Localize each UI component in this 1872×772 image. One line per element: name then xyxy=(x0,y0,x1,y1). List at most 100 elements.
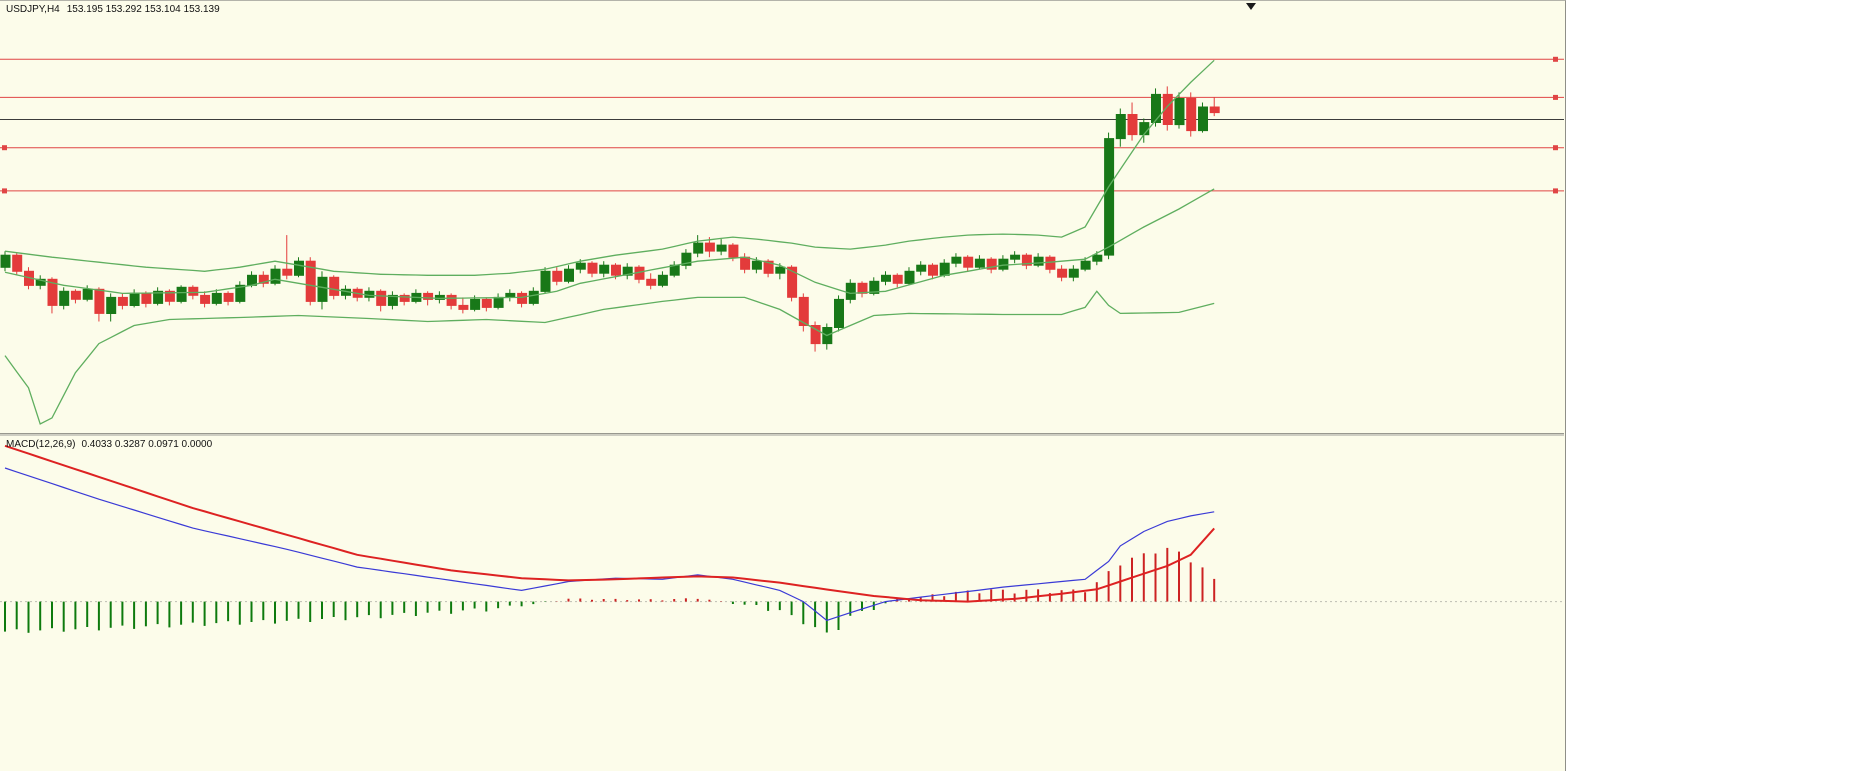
candle-body xyxy=(704,242,715,252)
candle-body xyxy=(458,304,469,310)
candle-body xyxy=(1033,256,1044,266)
candle-body xyxy=(552,270,563,282)
line-drag-handle[interactable] xyxy=(1553,94,1558,100)
line-drag-handle[interactable] xyxy=(1553,56,1558,62)
bollinger-upper-band xyxy=(4,59,1215,276)
candle-body xyxy=(446,294,457,306)
candle-body xyxy=(1186,98,1197,132)
candle-body xyxy=(35,278,46,286)
candle-body xyxy=(505,292,516,298)
candle-body xyxy=(646,278,657,286)
candle-body xyxy=(305,260,316,302)
panel-separator[interactable] xyxy=(0,433,1564,436)
candle-body xyxy=(869,280,880,294)
candle-body xyxy=(998,258,1009,270)
candle-body xyxy=(916,264,927,272)
candle-body xyxy=(399,294,410,302)
candle-body xyxy=(881,274,891,282)
candle-body xyxy=(200,294,211,304)
candle-body xyxy=(845,282,856,300)
candle-body xyxy=(575,262,586,270)
candle-body xyxy=(423,292,434,300)
candle-body xyxy=(258,274,269,284)
candle-body xyxy=(716,244,727,252)
candle-body xyxy=(834,298,844,328)
line-drag-handle[interactable] xyxy=(2,145,7,151)
macd-name-label: MACD(12,26,9) xyxy=(6,439,76,450)
candle-body xyxy=(59,290,70,306)
candle-body xyxy=(657,274,668,286)
bollinger-middle-band xyxy=(4,188,1215,300)
candle-body xyxy=(1010,254,1021,260)
candle-body xyxy=(963,256,974,268)
chart-window[interactable]: USDJPY,H4 153.195 153.292 153.104 153.139… xyxy=(0,0,1566,771)
line-drag-handle[interactable] xyxy=(1553,145,1558,151)
candle-body xyxy=(376,290,387,306)
candle-body xyxy=(94,288,105,314)
candle-body xyxy=(493,296,504,308)
line-drag-handle[interactable] xyxy=(1553,188,1558,194)
candle-body xyxy=(787,266,798,298)
candle-body xyxy=(763,260,774,274)
chart-shift-marker-icon[interactable] xyxy=(1246,3,1256,10)
candle-body xyxy=(188,286,199,296)
candle-body xyxy=(751,260,762,270)
price-chart-canvas[interactable] xyxy=(0,1,1564,433)
candles xyxy=(0,86,1220,352)
candle-body xyxy=(176,286,187,302)
candle-body xyxy=(211,292,222,304)
candle-body xyxy=(70,290,81,300)
candle-body xyxy=(528,290,539,304)
candle-body xyxy=(117,296,128,306)
candle-body xyxy=(1068,268,1079,278)
candle-body xyxy=(329,276,340,296)
candle-body xyxy=(317,276,328,302)
candle-body xyxy=(986,258,997,270)
candle-body xyxy=(798,296,809,326)
candle-body xyxy=(928,264,938,276)
macd-status-line: MACD(12,26,9) 0.4033 0.3287 0.0971 0.0000 xyxy=(6,439,218,450)
candle-body xyxy=(47,278,58,306)
candle-body xyxy=(1127,114,1138,136)
line-drag-handle[interactable] xyxy=(2,188,7,194)
candle-body xyxy=(775,266,786,274)
candle-body xyxy=(82,288,93,300)
candle-body xyxy=(270,268,281,284)
candle-body xyxy=(1045,256,1056,270)
candle-body xyxy=(611,264,621,276)
candle-body xyxy=(810,325,821,345)
candle-body xyxy=(728,244,739,258)
candle-body xyxy=(974,258,985,268)
candle-body xyxy=(681,252,692,266)
candle-body xyxy=(1139,122,1150,136)
candle-body xyxy=(1021,254,1032,266)
ohlc-status-line: USDJPY,H4 153.195 153.292 153.104 153.139 xyxy=(6,4,220,15)
candle-body xyxy=(141,292,152,304)
candle-body xyxy=(164,290,175,302)
candle-body xyxy=(434,294,445,300)
candle-body xyxy=(622,266,633,276)
candle-body xyxy=(892,274,903,284)
symbol-timeframe-label: USDJPY,H4 xyxy=(6,4,60,15)
candle-body xyxy=(106,296,117,314)
candle-body xyxy=(470,298,481,310)
candle-body xyxy=(540,270,551,292)
candle-body xyxy=(1057,268,1068,278)
candle-body xyxy=(564,268,574,282)
candle-body xyxy=(1198,106,1208,132)
candle-body xyxy=(223,292,234,302)
horizontal-lines[interactable] xyxy=(0,56,1564,194)
candle-body xyxy=(1174,98,1185,126)
candle-body xyxy=(481,298,492,308)
candle-body xyxy=(129,292,140,306)
candle-body xyxy=(282,268,293,276)
candle-body xyxy=(693,242,704,254)
candle-body xyxy=(587,262,598,274)
candle-body xyxy=(387,294,398,306)
bollinger-bands xyxy=(4,59,1215,425)
candle-body xyxy=(904,270,915,284)
macd-chart-canvas[interactable] xyxy=(0,436,1564,772)
bollinger-lower-band xyxy=(4,290,1215,425)
candle-body xyxy=(12,254,23,272)
candle-body xyxy=(1092,254,1103,262)
